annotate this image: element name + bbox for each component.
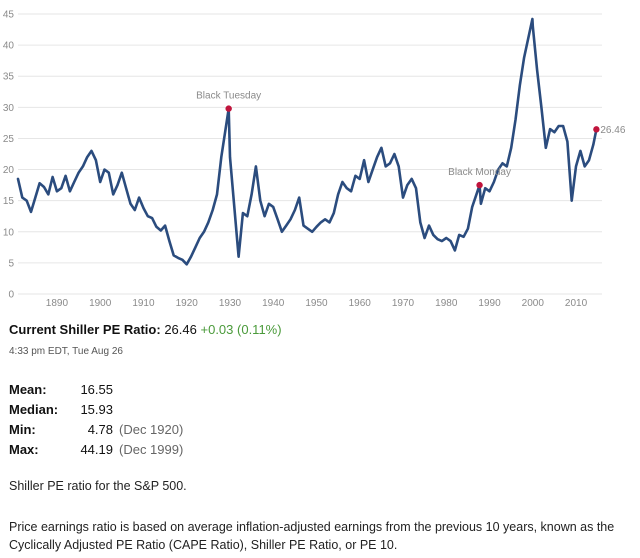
x-tick-label: 1900 [89,298,112,309]
stat-date: (Dec 1920) [119,422,184,437]
x-tick-label: 1910 [132,298,155,309]
gridlines [18,13,602,295]
stat-label: Max: [9,442,39,457]
y-tick-label: 35 [3,72,15,83]
x-tick-label: 1970 [392,298,415,309]
y-tick-label: 10 [3,227,15,238]
stat-row-mean: Mean: 16.55 [9,380,183,400]
y-tick-label: 30 [3,103,15,114]
description-line-2: Price earnings ratio is based on average… [9,520,615,552]
stat-label: Mean: [9,382,47,397]
annotation-label: Black Monday [448,167,511,178]
stat-date: (Dec 1999) [119,442,184,457]
x-tick-label: 2010 [565,298,588,309]
y-tick-label: 5 [8,258,14,269]
stat-row-max: Max: 44.19 (Dec 1999) [9,440,183,460]
y-tick-label: 15 [3,196,15,207]
x-axis-ticks: 1890 1900 1910 1920 1930 1940 1950 1960 1970 1980… [46,298,588,309]
stat-value: 44.19 [80,442,113,457]
annotations: 26.46 Black Tuesday Black Monday [196,91,626,189]
headline-change: +0.03 (0.11%) [200,322,282,337]
stat-label: Median: [9,402,59,417]
stat-label: Min: [9,422,36,437]
stat-value: 16.55 [80,382,113,397]
x-tick-label: 1930 [219,298,242,309]
x-tick-label: 1940 [262,298,285,309]
current-value-label: 26.46 [600,125,625,136]
series-layer [16,17,598,266]
current-value-marker [593,126,600,133]
y-axis-ticks: 0 5 10 15 20 25 30 35 40 45 [3,10,15,301]
series-line-shiller-pe [16,17,598,266]
stats-table: Mean: 16.55 Median: 15.93 Min: 4.78 (Dec 192… [9,380,183,460]
stat-value: 15.93 [80,402,113,417]
y-tick-label: 45 [3,10,15,21]
timestamp: 4:33 pm EDT, Tue Aug 26 [9,346,123,357]
stat-row-median: Median: 15.93 [9,400,183,420]
x-tick-label: 1990 [478,298,501,309]
current-ratio-headline: Current Shiller PE Ratio: 26.46 +0.03 (0… [9,322,282,337]
stat-row-min: Min: 4.78 (Dec 1920) [9,420,183,440]
stat-value: 4.78 [87,422,113,437]
x-tick-label: 1920 [176,298,199,309]
annotation-label: Black Tuesday [196,91,261,102]
y-tick-label: 0 [8,290,14,301]
x-tick-label: 1890 [46,298,69,309]
y-tick-label: 25 [3,134,15,145]
headline-label: Current Shiller PE Ratio: [9,322,161,337]
annotation-marker [225,105,232,112]
x-tick-label: 1980 [435,298,458,309]
y-tick-label: 20 [3,165,15,176]
x-tick-label: 1950 [305,298,328,309]
headline-value: 26.46 [164,322,197,337]
description-line-1: Shiller PE ratio for the S&P 500. [9,479,187,493]
y-tick-label: 40 [3,41,15,52]
x-tick-label: 2000 [522,298,545,309]
x-tick-label: 1960 [349,298,372,309]
annotation-marker [476,181,483,189]
